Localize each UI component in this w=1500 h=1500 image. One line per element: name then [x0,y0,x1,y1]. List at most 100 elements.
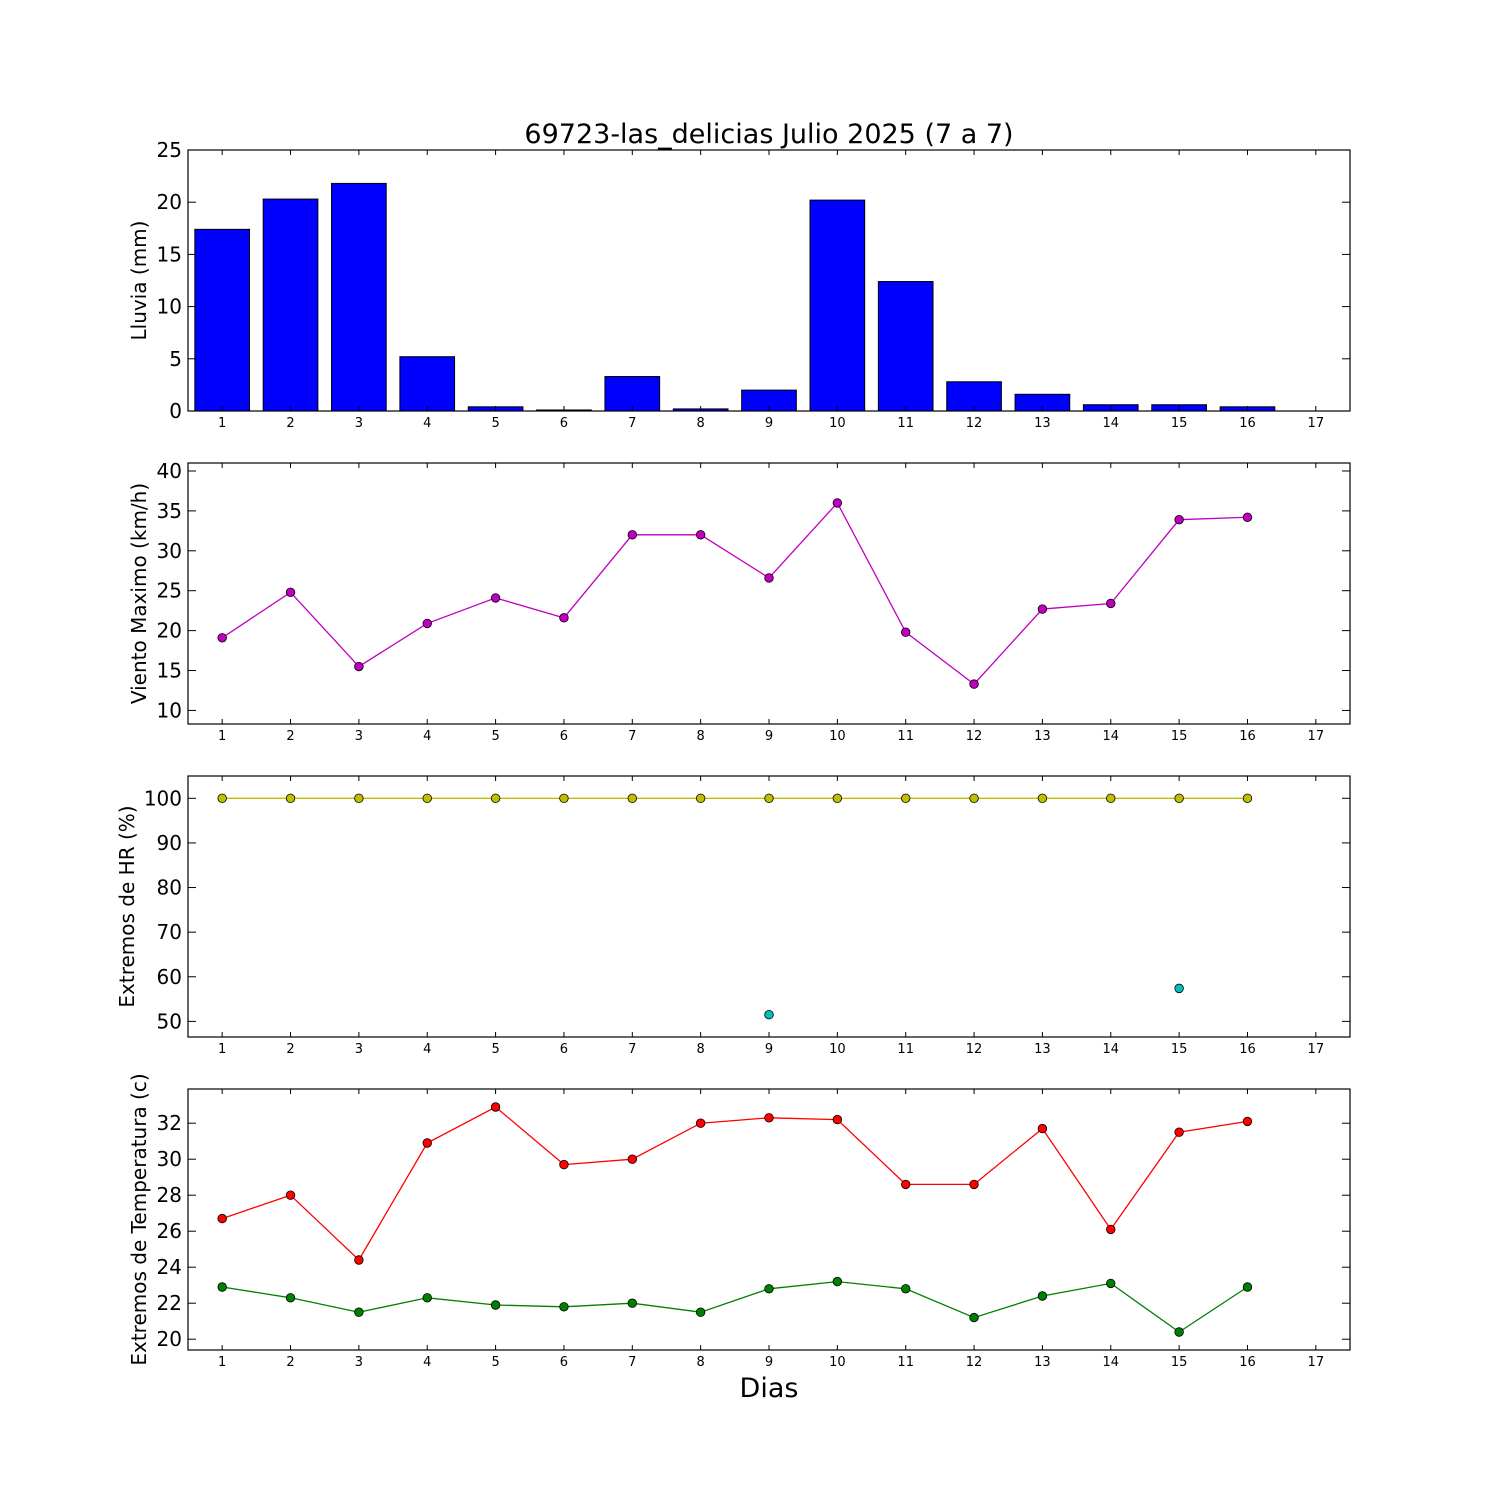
x-tick-label: 9 [765,416,773,431]
temperatura-series-0-point-day-10 [832,1114,843,1125]
x-tick-label: 1 [218,729,226,744]
temperatura-series-0-point-day-2 [285,1190,296,1200]
y-axis-label-viento: Viento Maximo (km/h) [127,483,151,704]
y-tick-label: 35 [157,499,182,523]
viento-series-0-point-day-2 [285,587,296,598]
temperatura-series-1-point-day-5 [490,1300,501,1310]
x-tick-label: 9 [765,729,773,744]
bar-day-4 [399,356,456,411]
humedad-series-0-point-day-8 [695,793,706,804]
viento-series-0-line [221,501,1248,685]
y-tick-label: 90 [157,831,182,855]
temperatura-series-1-point-day-8 [695,1307,706,1317]
x-tick-label: 9 [765,1355,773,1370]
temperatura-series-1-point-day-15 [1174,1327,1184,1337]
x-tick-label: 11 [897,416,914,431]
y-tick-label: 26 [157,1219,182,1243]
subplot-viento: 1 2 3 4 5 6 7 8 9 10 11 12 13 14 15 16 1710152025303540V… [127,459,1351,744]
temperatura-series-0-line [221,1106,1248,1262]
viento-series-0-point-day-11 [901,627,911,637]
x-tick-label: 16 [1239,1355,1256,1370]
viento-series-0-point-day-12 [969,679,979,689]
x-tick-label: 1 [218,416,226,431]
viento-series-0-point-day-16 [1242,512,1253,522]
x-axis-label: Dias [740,1373,799,1404]
y-tick-label: 60 [157,965,182,989]
x-tick-label: 16 [1239,416,1256,431]
x-tick-label: 6 [560,1355,568,1370]
humedad-series-0-point-day-9 [764,793,774,804]
bar-day-2 [262,198,319,411]
viento-series-0-point-day-9 [764,573,774,583]
viento-series-0-point-day-1 [217,633,227,643]
bar-day-10 [809,199,866,411]
humedad-series-0-point-day-16 [1242,793,1253,804]
x-tick-label: 2 [286,1042,294,1057]
humedad-series-0-point-day-11 [901,793,911,804]
temperatura-series-0-point-day-6 [559,1159,569,1170]
x-tick-label: 7 [628,729,636,744]
x-tick-label: 8 [697,729,705,744]
y-tick-label: 20 [157,190,182,214]
y-tick-label: 25 [157,579,182,603]
x-tick-label: 4 [423,729,431,744]
x-tick-label: 16 [1239,729,1256,744]
x-tick-label: 10 [829,416,846,431]
humedad-series-0-point-day-14 [1106,793,1116,804]
humedad-marks [217,793,1253,1020]
y-tick-label: 30 [157,539,182,563]
x-tick-label: 5 [491,416,499,431]
x-tick-label: 4 [423,1042,431,1057]
x-tick-label: 11 [897,1355,914,1370]
temperatura-series-1-point-day-4 [422,1293,432,1303]
temperatura-series-1-point-day-6 [559,1302,569,1312]
temperatura-series-1-point-day-9 [764,1284,774,1294]
y-tick-label: 15 [157,242,182,266]
temperatura-series-1-point-day-10 [832,1276,843,1287]
x-tick-label: 2 [286,729,294,744]
subplot-lluvia: 1 2 3 4 5 6 7 8 9 10 11 12 13 14 15 16 170510152025Lluvi… [127,138,1351,431]
humedad-series-0-point-day-1 [217,793,227,804]
x-tick-label: 3 [355,729,363,744]
x-tick-label: 7 [628,1042,636,1057]
viento-marks [217,498,1253,689]
temperatura-marks [217,1102,1253,1337]
temperatura-series-1-point-day-3 [354,1307,364,1317]
x-tick-label: 12 [966,1042,983,1057]
y-tick-label: 10 [157,295,182,319]
viento-series-0-point-day-5 [490,593,501,603]
x-tick-label: 13 [1034,1355,1051,1370]
x-tick-label: 16 [1239,1042,1256,1057]
bar-day-3 [331,182,387,411]
x-tick-label: 15 [1171,729,1188,744]
y-tick-label: 5 [169,347,182,371]
y-tick-label: 24 [157,1255,182,1279]
temperatura-series-1-point-day-16 [1242,1282,1253,1292]
humedad-series-0-point-day-3 [354,793,364,804]
x-tick-label: 15 [1171,1042,1188,1057]
humedad-series-1-point-day-15 [1174,983,1184,994]
x-tick-label: 14 [1102,1042,1119,1057]
y-tick-label: 32 [157,1111,182,1135]
temperatura-series-1-point-day-14 [1106,1278,1116,1289]
temperatura-series-0-point-day-1 [217,1213,227,1224]
x-tick-label: 3 [355,1042,363,1057]
x-tick-label: 15 [1171,416,1188,431]
x-tick-label: 8 [697,1042,705,1057]
x-tick-label: 12 [966,1355,983,1370]
y-tick-label: 25 [157,138,182,162]
subplot-temperatura: 1 2 3 4 5 6 7 8 9 10 11 12 13 14 15 16 1720222426283032E… [127,1073,1351,1370]
x-tick-label: 10 [829,1355,846,1370]
temperatura-series-0-point-day-4 [422,1138,432,1148]
y-axis-label-temperatura: Extremos de Temperatura (c) [127,1073,151,1365]
x-tick-label: 7 [628,416,636,431]
x-tick-label: 1 [218,1355,226,1370]
humedad-series-0-point-day-7 [627,793,637,804]
x-tick-label: 14 [1102,416,1119,431]
bar-day-1 [194,228,251,411]
y-tick-label: 50 [157,1009,182,1033]
y-tick-label: 30 [157,1147,182,1171]
x-tick-label: 3 [355,1355,363,1370]
temperatura-series-0-point-day-11 [901,1179,911,1190]
y-tick-label: 10 [157,698,182,722]
